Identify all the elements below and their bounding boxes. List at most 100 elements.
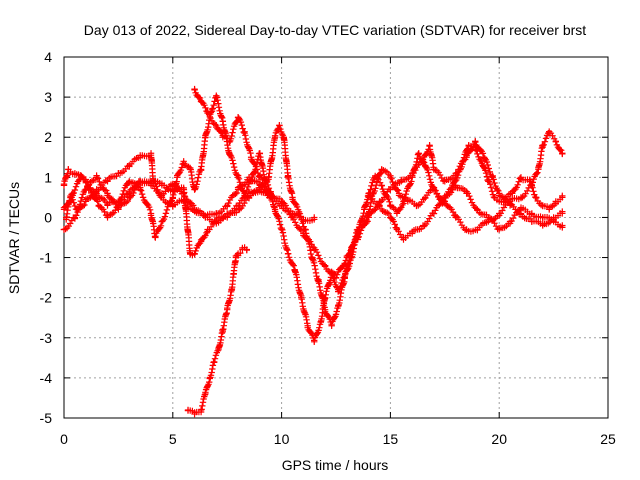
data-point (528, 218, 536, 225)
x-tick-label: 0 (60, 431, 68, 447)
data-point (328, 322, 335, 329)
data-point (62, 214, 70, 221)
data-point (430, 210, 438, 217)
y-tick-label: -5 (40, 410, 53, 426)
data-point (197, 166, 205, 173)
data-point (365, 194, 372, 201)
data-point (228, 286, 235, 293)
data-point (278, 226, 285, 233)
data-point (559, 150, 566, 157)
data-point (539, 202, 546, 209)
data-point (506, 218, 514, 225)
data-point (517, 174, 525, 181)
data-point (528, 210, 536, 217)
data-point (234, 202, 242, 209)
data-point (546, 206, 553, 213)
data-point (546, 130, 553, 137)
data-point (404, 198, 412, 205)
data-point (387, 174, 394, 181)
data-point (535, 166, 542, 173)
data-point (115, 170, 122, 177)
x-tick-label: 20 (491, 431, 507, 447)
data-point (224, 210, 231, 217)
data-point (206, 374, 213, 382)
data-point (224, 202, 231, 209)
data-point (289, 194, 296, 201)
data-point (300, 218, 307, 225)
data-point (419, 222, 427, 229)
y-axis-label: SDTVAR / TECUs (6, 182, 22, 294)
data-point (506, 202, 514, 209)
data-point (526, 178, 533, 185)
data-point (197, 406, 205, 414)
data-point (115, 202, 122, 209)
data-point (308, 254, 316, 261)
x-tick-label: 25 (600, 431, 616, 447)
data-point (480, 154, 488, 161)
data-point (256, 186, 264, 193)
data-point (180, 186, 187, 193)
marker-path (63, 122, 566, 328)
y-tick-label: 3 (44, 89, 52, 105)
data-point (152, 234, 159, 241)
data-point (126, 178, 133, 185)
y-tick-label: -1 (40, 250, 53, 266)
data-point (430, 166, 438, 173)
data-point (136, 186, 144, 193)
data-point (224, 306, 231, 313)
data-point (104, 178, 111, 185)
data-point (422, 162, 429, 169)
data-point (465, 142, 472, 149)
data-point (395, 190, 403, 197)
data-point (354, 226, 361, 233)
y-tick-label: -3 (40, 330, 53, 346)
data-point (60, 206, 68, 213)
data-point (426, 142, 433, 149)
data-point (321, 262, 329, 269)
data-point (387, 202, 394, 209)
y-tick-labels: -5 -4 -3 -2 -1 0 1 2 3 4 (40, 49, 53, 426)
data-point (365, 214, 372, 221)
data-point (243, 246, 250, 253)
data-point (158, 182, 166, 189)
data-point (247, 178, 255, 185)
data-point (284, 174, 292, 181)
data-point (408, 170, 416, 177)
data-point (136, 154, 144, 161)
data-point (289, 214, 296, 221)
chart-title: Day 013 of 2022, Sidereal Day-to-day VTE… (84, 22, 586, 38)
data-point (430, 186, 438, 193)
data-point (234, 186, 242, 193)
data-point (393, 226, 401, 233)
data-point (256, 150, 264, 157)
data-point (202, 390, 209, 398)
data-point (147, 210, 155, 217)
grid-lines (64, 57, 608, 418)
y-tick-label: 4 (44, 49, 52, 65)
data-point (230, 270, 237, 277)
data-point (191, 250, 198, 257)
x-tick-labels: 0 5 10 15 20 25 (60, 431, 616, 447)
data-point (204, 109, 211, 117)
data-point (376, 202, 383, 209)
data-point (334, 302, 342, 309)
data-point (219, 326, 227, 333)
data-point (202, 134, 209, 141)
data-point (496, 210, 503, 217)
data-point (317, 318, 324, 325)
data-point (60, 226, 68, 233)
data-point (478, 158, 485, 165)
data-point (485, 214, 492, 221)
data-point (158, 218, 166, 225)
data-point (452, 182, 459, 189)
data-point (343, 254, 351, 261)
data-point (169, 202, 176, 209)
data-point (552, 198, 559, 205)
data-point (202, 214, 209, 221)
data-point (341, 274, 348, 281)
data-point (315, 278, 322, 285)
data-point (311, 214, 318, 221)
data-point (422, 194, 429, 201)
data-point (304, 322, 311, 329)
data-point (354, 234, 361, 241)
